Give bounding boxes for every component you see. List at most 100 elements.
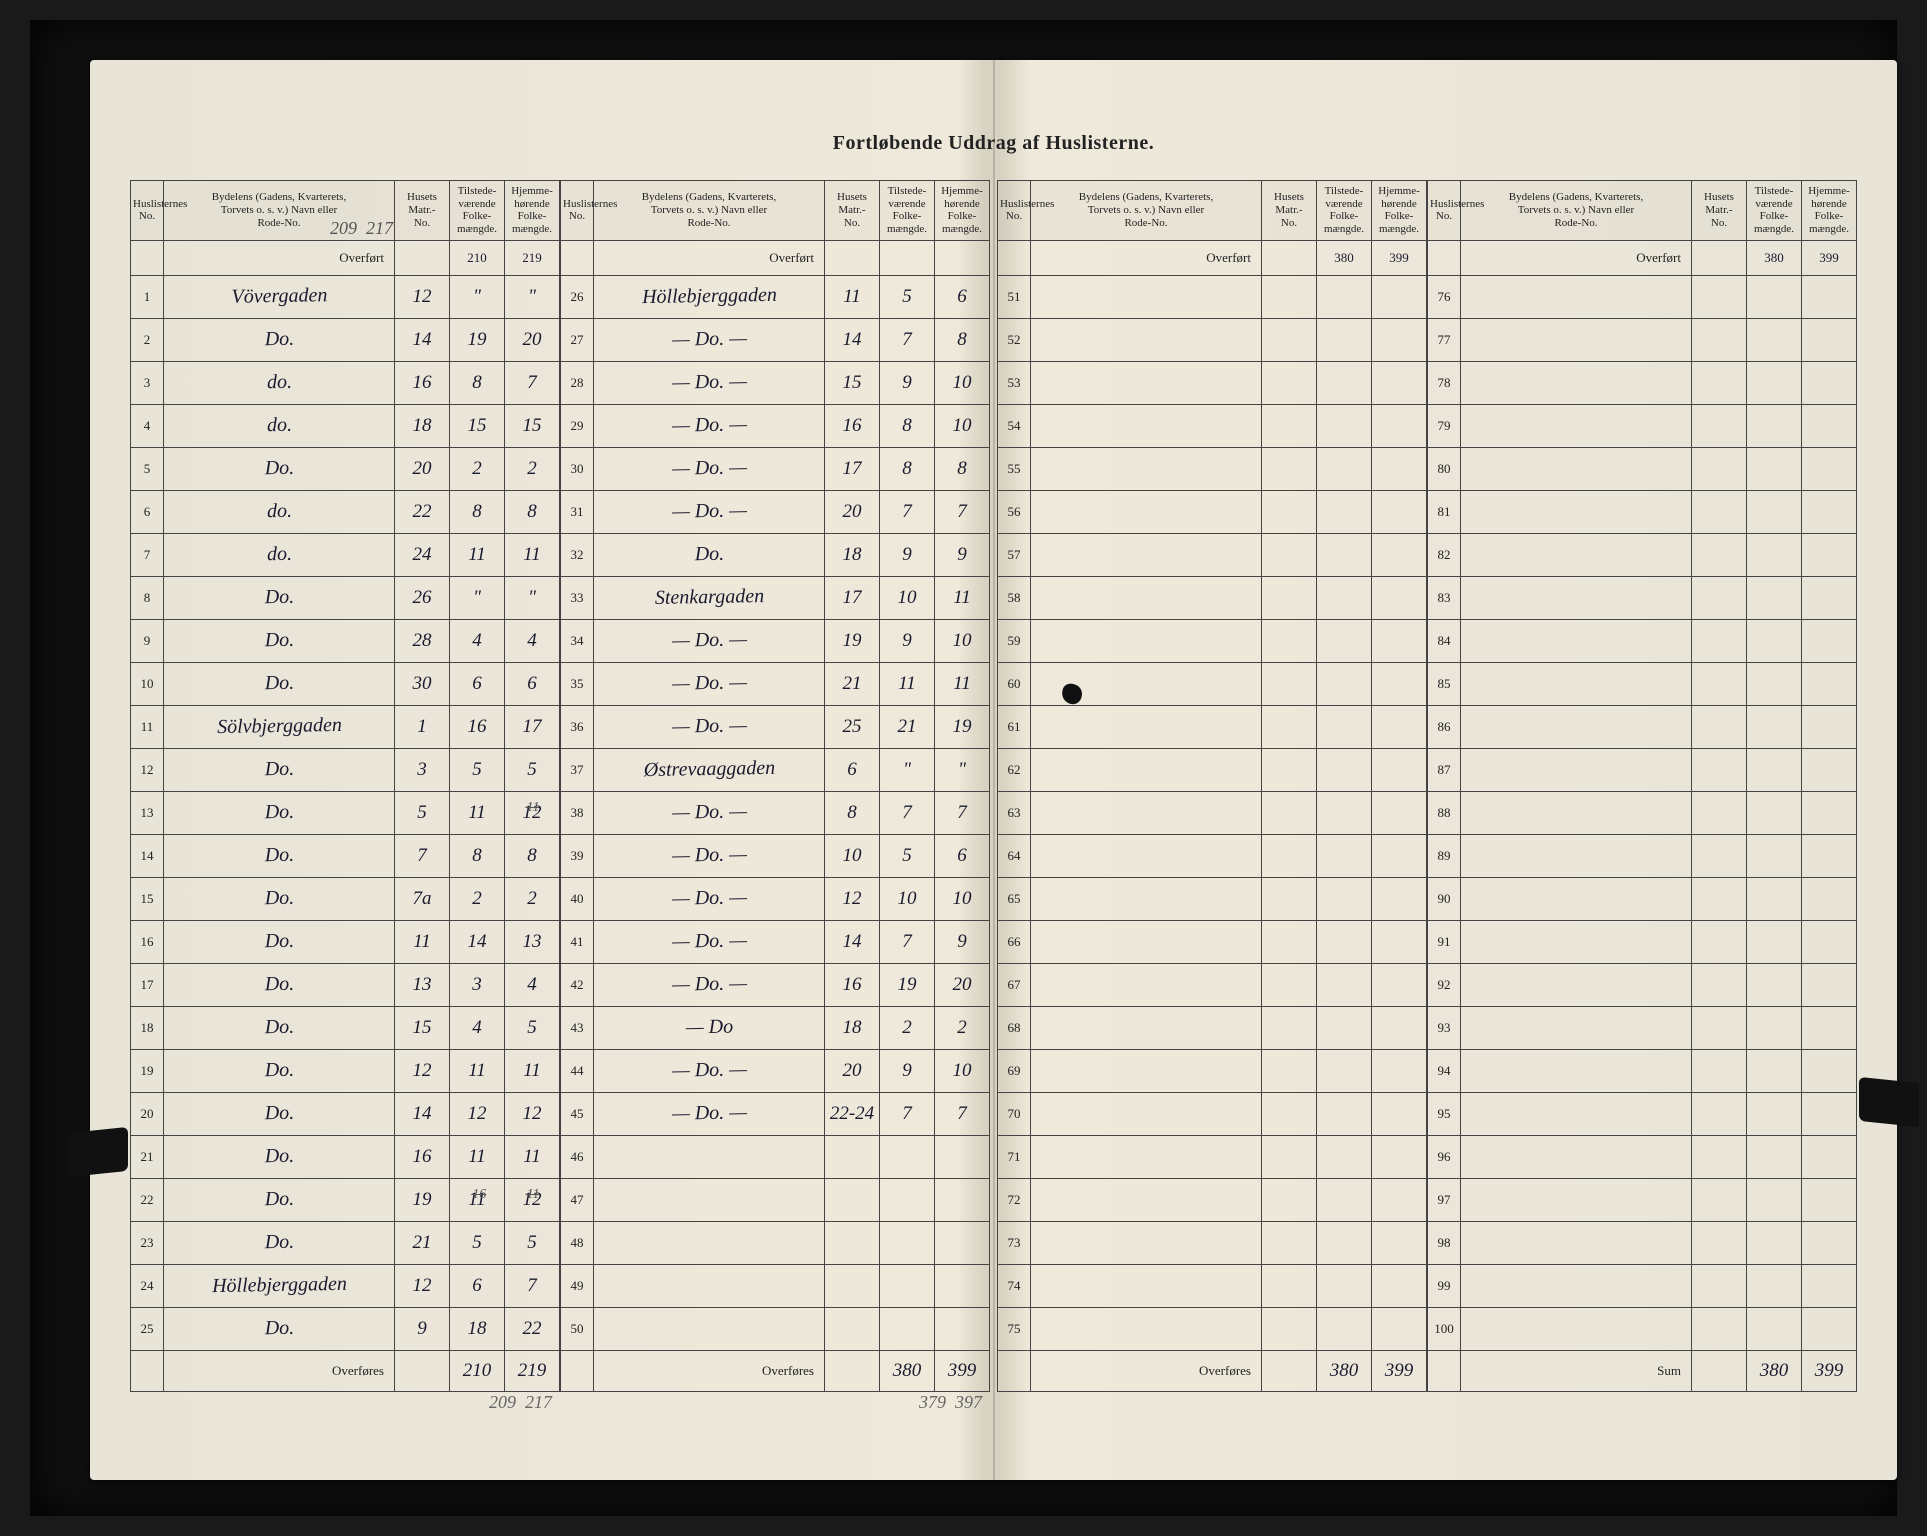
resident-count: 10 [935, 404, 990, 447]
resident-count [1372, 447, 1427, 490]
street-name: — Do. — [593, 1047, 825, 1094]
table-row: 67 [998, 963, 1427, 1006]
street-name [1460, 1219, 1692, 1266]
street-name [1460, 445, 1692, 492]
row-no: 48 [561, 1221, 594, 1264]
present-count: " [450, 576, 505, 619]
street-name [1460, 488, 1692, 535]
table-row: 54 [998, 404, 1427, 447]
present-count: 11 [450, 533, 505, 576]
table-row: 1Vövergaden12"" [131, 275, 560, 318]
present-count: 2 [880, 1006, 935, 1049]
street-name [1460, 402, 1692, 449]
table-row: 78 [1428, 361, 1857, 404]
table-row: 69 [998, 1049, 1427, 1092]
table-row: 81 [1428, 490, 1857, 533]
table-row: 4do.181515 [131, 404, 560, 447]
matr-no: 20 [395, 447, 450, 490]
row-no: 11 [131, 705, 164, 748]
carry-a [880, 240, 935, 275]
present-count [1317, 705, 1372, 748]
carry-forward-row: Overført380399 [998, 240, 1427, 275]
street-name [1460, 1262, 1692, 1309]
present-count: 9 [880, 361, 935, 404]
present-count: 7 [880, 490, 935, 533]
resident-count [1372, 791, 1427, 834]
present-count: 11 [450, 1135, 505, 1178]
present-count: 14 [450, 920, 505, 963]
matr-no [1692, 963, 1747, 1006]
page-title: Fortløbende Uddrag af Huslisterne. [90, 132, 1897, 155]
overfores-label: Sum [1461, 1350, 1692, 1391]
street-name: — Do. — [593, 789, 825, 836]
matr-no [1262, 920, 1317, 963]
table-row: 53 [998, 361, 1427, 404]
matr-no: 12 [395, 1264, 450, 1307]
row-no: 15 [131, 877, 164, 920]
matr-no [1692, 490, 1747, 533]
resident-count: 8 [505, 490, 560, 533]
table-row: 40— Do. —121010 [561, 877, 990, 920]
present-count: 21 [880, 705, 935, 748]
carry-forward-row: Overført210219 [131, 240, 560, 275]
row-no: 16 [131, 920, 164, 963]
table-row: 94 [1428, 1049, 1857, 1092]
street-name: Do. [163, 660, 395, 707]
present-count [1317, 791, 1372, 834]
street-name: — Do. — [593, 875, 825, 922]
col-resident: Hjemme-hørendeFolke-mængde. [1802, 181, 1857, 241]
matr-no: 18 [825, 533, 880, 576]
row-no: 27 [561, 318, 594, 361]
row-no: 84 [1428, 619, 1461, 662]
resident-count: 7 [935, 1092, 990, 1135]
street-name: Höllebjerggaden [593, 273, 825, 320]
street-name: — Do. — [593, 832, 825, 879]
row-no: 87 [1428, 748, 1461, 791]
street-name: Do. [163, 1004, 395, 1051]
resident-count: 19 [935, 705, 990, 748]
row-no: 97 [1428, 1178, 1461, 1221]
row-no: 10 [131, 662, 164, 705]
present-count [1317, 834, 1372, 877]
resident-count: 11 [935, 576, 990, 619]
row-no: 57 [998, 533, 1031, 576]
row-no: 13 [131, 791, 164, 834]
table-row: 87 [1428, 748, 1857, 791]
resident-count [935, 1178, 990, 1221]
matr-no: 28 [395, 619, 450, 662]
table-row: 86 [1428, 705, 1857, 748]
present-count: 5 [450, 748, 505, 791]
matr-no [1692, 318, 1747, 361]
resident-count: 9 [935, 920, 990, 963]
row-no: 61 [998, 705, 1031, 748]
col-no: HuslisternesNo. [131, 181, 164, 241]
street-name: Østrevaaggaden [593, 746, 825, 793]
present-count [1747, 361, 1802, 404]
row-no: 75 [998, 1307, 1031, 1350]
matr-no [1692, 1221, 1747, 1264]
table-row: 100 [1428, 1307, 1857, 1350]
street-name: Vövergaden [163, 273, 395, 320]
table-row: 49 [561, 1264, 990, 1307]
matr-no [825, 1178, 880, 1221]
row-no: 88 [1428, 791, 1461, 834]
street-name [1030, 1262, 1262, 1309]
resident-count: 10 [935, 361, 990, 404]
row-no: 3 [131, 361, 164, 404]
matr-no [1262, 1135, 1317, 1178]
carry-matr [1262, 240, 1317, 275]
table-row: 71 [998, 1135, 1427, 1178]
present-count [1747, 1264, 1802, 1307]
row-no: 92 [1428, 963, 1461, 1006]
col-matr: HusetsMatr.-No. [825, 181, 880, 241]
matr-no: 21 [395, 1221, 450, 1264]
row-no: 99 [1428, 1264, 1461, 1307]
street-name: — Do. — [593, 445, 825, 492]
row-no: 67 [998, 963, 1031, 1006]
present-count: 6 [450, 1264, 505, 1307]
matr-no: 26 [395, 576, 450, 619]
street-name [1030, 1047, 1262, 1094]
matr-no [1692, 447, 1747, 490]
resident-count: 20 [505, 318, 560, 361]
street-name: Do. [593, 531, 825, 578]
